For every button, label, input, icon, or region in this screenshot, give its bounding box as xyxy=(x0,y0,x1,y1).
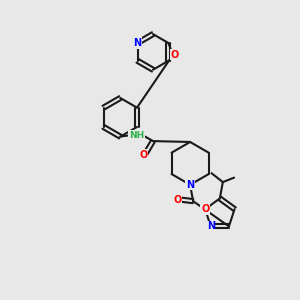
Text: O: O xyxy=(170,50,178,60)
Text: O: O xyxy=(201,204,209,214)
Text: N: N xyxy=(134,38,142,48)
Text: O: O xyxy=(139,150,148,160)
Text: N: N xyxy=(186,180,194,190)
Text: NH: NH xyxy=(129,130,144,140)
Text: N: N xyxy=(207,221,215,231)
Text: O: O xyxy=(173,195,182,205)
